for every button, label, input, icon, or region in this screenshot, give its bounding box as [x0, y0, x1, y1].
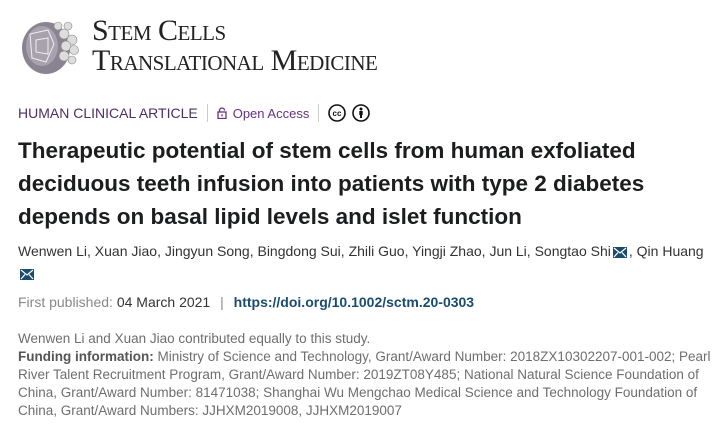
publication-date: 04 March 2021 [116, 294, 211, 310]
divider [206, 104, 208, 122]
author-link[interactable]: Zhili Guo [348, 243, 405, 259]
logo-line-1: Stem Cells [92, 14, 226, 47]
lock-icon [217, 107, 227, 119]
author-link[interactable]: Qin Huang [636, 243, 704, 259]
doi-link[interactable]: https://doi.org/10.1002/sctm.20-0303 [233, 294, 475, 310]
cc-icon[interactable]: cc [328, 104, 347, 122]
divider [318, 104, 320, 122]
funding-text: Ministry of Science and Technology, Gran… [18, 349, 711, 418]
open-access-badge[interactable]: Open Access [217, 105, 310, 121]
logo-line-2: Translational Medicine [92, 44, 378, 77]
publication-info: First published: 04 March 2021 | https:/… [18, 294, 474, 310]
author-link[interactable]: Songtao Shi [534, 243, 611, 259]
author-link[interactable]: Xuan Jiao [94, 243, 158, 259]
contribution-note: Wenwen Li and Xuan Jiao contributed equa… [18, 331, 371, 346]
author-link[interactable]: Wenwen Li [18, 243, 88, 259]
author-link[interactable]: Jingyun Song [164, 243, 250, 259]
author-link[interactable]: Jun Li [489, 243, 527, 259]
open-access-label: Open Access [232, 105, 310, 121]
journal-logo[interactable]: Stem Cells Translational Medicine [18, 14, 378, 78]
author-link[interactable]: Bingdong Sui [257, 243, 341, 259]
article-notes: Wenwen Li and Xuan Jiao contributed equa… [18, 330, 713, 420]
separator: | [220, 294, 224, 310]
email-icon[interactable] [20, 268, 34, 280]
svg-text:cc: cc [333, 109, 342, 118]
author-list: Wenwen Li, Xuan Jiao, Jingyun Song, Bing… [18, 240, 718, 284]
first-published-label: First published: [18, 294, 113, 310]
article-title: Therapeutic potential of stem cells from… [18, 138, 645, 229]
attribution-icon[interactable] [352, 104, 371, 122]
cell-cluster-logo-icon [22, 21, 79, 74]
article-meta-bar: HUMAN CLINICAL ARTICLE Open Access cc [18, 104, 371, 122]
funding-label: Funding information: [18, 349, 154, 364]
email-icon[interactable] [612, 246, 627, 258]
funding-info: Funding information: Ministry of Science… [18, 348, 713, 420]
article-category: HUMAN CLINICAL ARTICLE [18, 105, 198, 121]
author-link[interactable]: Yingji Zhao [412, 243, 482, 259]
